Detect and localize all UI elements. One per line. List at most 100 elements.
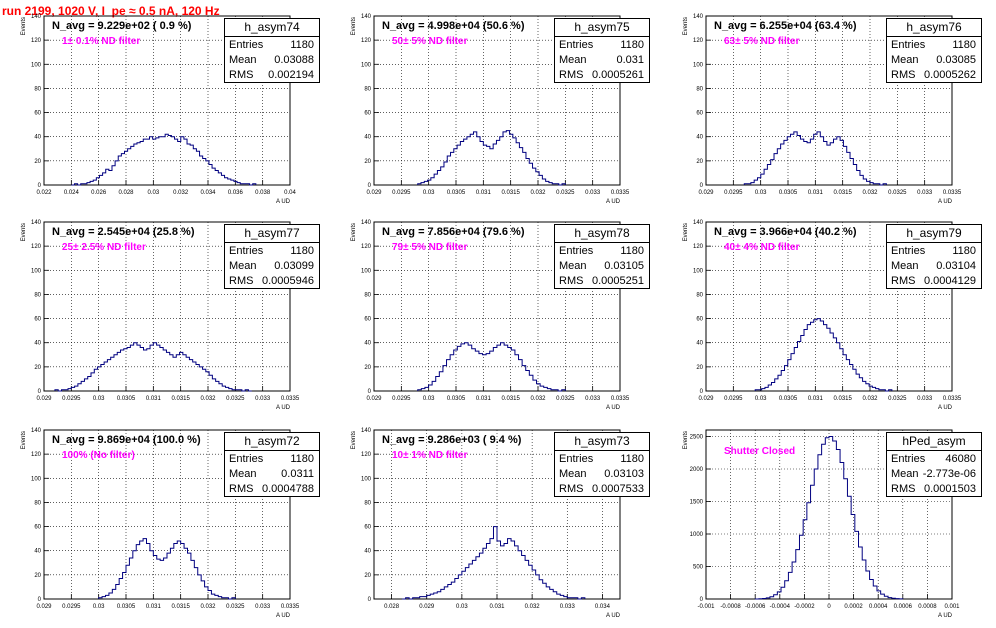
histogram-bin	[437, 592, 441, 599]
histogram-bins	[418, 131, 566, 185]
navg-label: N_avg = 3.966e+04 (40.2 %)	[714, 226, 856, 238]
histogram-bin	[477, 137, 480, 185]
histogram-name: h_asym74	[225, 19, 319, 37]
y-tick-label: 120	[361, 452, 372, 458]
x-tick-label: 0.032	[862, 190, 878, 196]
navg-label: N_avg = 9.229e+02 ( 0.9 %)	[52, 20, 191, 32]
x-tick-label: 0.0335	[943, 190, 962, 196]
stat-value: 1180	[290, 38, 314, 52]
histogram-bin	[526, 370, 530, 391]
y-tick-label: 100	[361, 62, 372, 68]
x-tick-label: 0.0325	[556, 190, 575, 196]
x-tick-label: 0.0002	[844, 604, 863, 610]
histogram-bin	[434, 593, 438, 599]
x-tick-label: 0.0004	[869, 604, 888, 610]
y-axis-label: Events	[351, 431, 357, 449]
stat-label: Mean	[229, 259, 257, 273]
histogram-bin	[184, 548, 187, 599]
stat-value: 0.0005262	[924, 68, 976, 82]
histogram-bin	[173, 357, 176, 391]
histogram-bin	[203, 369, 206, 391]
histogram-bin	[539, 580, 543, 599]
histogram-name: h_asym78	[555, 225, 649, 243]
histogram-bin	[785, 581, 789, 599]
x-tick-label: 0.0325	[226, 604, 245, 610]
y-tick-label: 0	[38, 389, 42, 395]
histogram-bin	[427, 595, 431, 599]
y-tick-label: 80	[34, 500, 41, 506]
histogram-bin	[804, 142, 807, 185]
histogram-bin	[837, 137, 840, 185]
histogram-bin	[153, 556, 156, 599]
y-tick-label: 80	[364, 86, 371, 92]
x-tick-label: 0.033	[560, 604, 576, 610]
histogram-bin	[511, 350, 515, 391]
histogram-bin	[133, 551, 136, 599]
x-axis-label: A UD	[606, 405, 621, 411]
navg-label: N_avg = 4.998e+04 (50.6 %)	[382, 20, 524, 32]
histogram-bin	[794, 132, 797, 185]
x-tick-label: 0.03	[755, 190, 767, 196]
x-tick-label: 0.029	[36, 604, 52, 610]
x-tick-label: 0.032	[200, 396, 216, 402]
y-tick-label: 60	[34, 111, 41, 117]
stat-label: Entries	[559, 452, 593, 466]
histogram-bin	[800, 139, 803, 185]
stat-label: Entries	[891, 244, 925, 258]
histogram-bin	[532, 570, 536, 599]
y-tick-label: 80	[696, 292, 703, 298]
stat-label: RMS	[891, 482, 915, 496]
histogram-bin	[486, 543, 490, 599]
x-tick-label: 0.0325	[556, 396, 575, 402]
histogram-bin	[107, 360, 110, 391]
histogram-bin	[208, 591, 211, 599]
histogram-bin	[537, 384, 541, 391]
histogram-bin	[201, 581, 204, 599]
histogram-bin	[791, 134, 794, 185]
histogram-bin	[467, 137, 470, 185]
filter-label: 25± 2.5% ND filter	[62, 242, 146, 253]
stat-label: Entries	[559, 38, 593, 52]
histogram-bin	[425, 387, 429, 391]
x-tick-label: 0.0315	[501, 190, 520, 196]
x-tick-label: 0.0315	[171, 396, 190, 402]
histogram-bin	[131, 146, 134, 185]
histogram-bin	[774, 595, 778, 599]
x-tick-label: 0.0305	[117, 604, 136, 610]
histogram-bin	[837, 343, 840, 391]
histogram-bin	[767, 164, 770, 185]
histogram-bin	[184, 139, 187, 185]
histogram-bin	[160, 560, 163, 599]
x-axis-label: A UD	[938, 613, 953, 619]
stat-value: 0.03099	[274, 259, 314, 273]
x-tick-label: 0.032	[862, 396, 878, 402]
stat-label: Mean	[559, 259, 587, 273]
histogram-bin	[109, 593, 112, 599]
histogram-bin	[777, 592, 781, 599]
histogram-bin	[157, 559, 160, 599]
stat-label: Entries	[891, 452, 925, 466]
histogram-bin	[799, 535, 803, 599]
y-tick-label: 120	[361, 38, 372, 44]
histogram-bin	[493, 348, 497, 391]
stat-value: 0.03103	[604, 467, 644, 481]
y-axis-label: Events	[21, 223, 27, 241]
histogram-bin	[444, 587, 448, 599]
histogram-bin	[519, 360, 523, 391]
stat-label: RMS	[891, 68, 915, 82]
histogram-bin	[824, 142, 827, 185]
histogram-bin	[200, 156, 203, 185]
y-tick-label: 0	[700, 389, 704, 395]
histogram-bin	[147, 543, 150, 599]
x-tick-label: 0.0305	[447, 190, 466, 196]
y-tick-label: 0	[700, 597, 704, 603]
histogram-bin	[98, 367, 101, 391]
histogram-bin	[516, 143, 519, 185]
